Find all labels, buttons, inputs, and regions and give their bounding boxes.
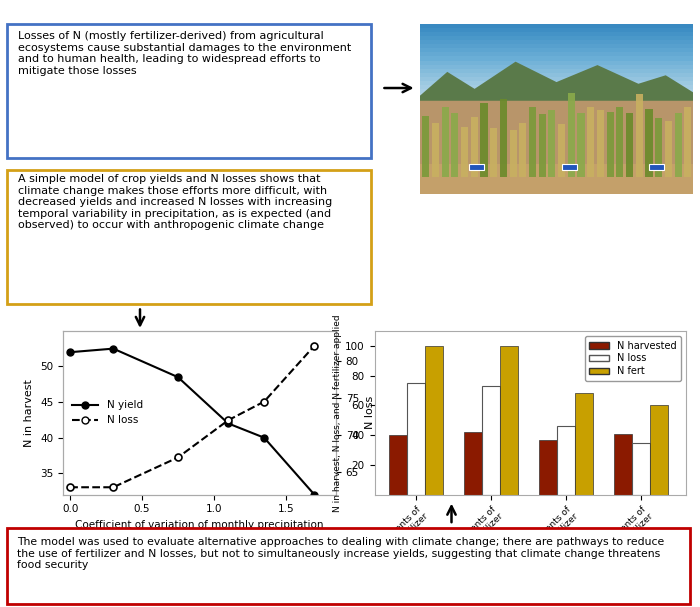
- Bar: [420, 72, 693, 81]
- Bar: [470, 117, 478, 177]
- N yield: [260, 434, 268, 441]
- Bar: [420, 164, 693, 194]
- N loss: [174, 454, 182, 461]
- Bar: [510, 130, 517, 177]
- Bar: [685, 107, 692, 177]
- Bar: [420, 80, 693, 89]
- Bar: [420, 88, 693, 97]
- Bar: [645, 109, 652, 177]
- N yield: [310, 491, 319, 498]
- Bar: [420, 56, 693, 64]
- Text: The model was used to evaluate alternative approaches to dealing with climate ch: The model was used to evaluate alternati…: [18, 537, 664, 571]
- Bar: [420, 96, 693, 194]
- Line: N yield: N yield: [66, 345, 318, 498]
- Bar: [500, 346, 518, 495]
- N yield: [174, 373, 182, 381]
- Bar: [675, 113, 682, 177]
- Bar: [655, 118, 662, 177]
- Polygon shape: [420, 62, 693, 101]
- Bar: [442, 107, 449, 177]
- N loss: [310, 342, 319, 350]
- Bar: [420, 60, 693, 69]
- Bar: [500, 98, 507, 177]
- Bar: [548, 110, 556, 177]
- N loss: [224, 416, 232, 424]
- Y-axis label: N in harvest, N loss, and N fertilizer applied: N in harvest, N loss, and N fertilizer a…: [333, 314, 342, 512]
- Bar: [420, 76, 693, 84]
- N loss: [66, 484, 74, 491]
- Bar: [626, 113, 633, 177]
- Bar: [420, 92, 693, 101]
- Bar: [568, 93, 575, 177]
- Bar: [420, 84, 693, 93]
- N yield: [66, 348, 74, 356]
- N yield: [109, 345, 118, 352]
- Y-axis label: N in harvest: N in harvest: [25, 379, 34, 447]
- Bar: [636, 94, 643, 177]
- Text: Losses of N (mostly fertilizer-derived) from agricultural
ecosystems cause subst: Losses of N (mostly fertilizer-derived) …: [18, 31, 351, 76]
- X-axis label: Coefficient of variation of monthly precipitation: Coefficient of variation of monthly prec…: [76, 520, 323, 530]
- Bar: [562, 164, 577, 171]
- N loss: [260, 398, 268, 405]
- Legend: N harvested, N loss, N fert: N harvested, N loss, N fert: [584, 336, 681, 381]
- Bar: [464, 432, 482, 495]
- Bar: [575, 393, 593, 495]
- Bar: [607, 112, 614, 177]
- Text: A simple model of crop yields and N losses shows that
climate change makes those: A simple model of crop yields and N loss…: [18, 174, 332, 231]
- Bar: [407, 383, 425, 495]
- Bar: [616, 107, 624, 177]
- Bar: [650, 405, 668, 495]
- Bar: [557, 426, 575, 495]
- Bar: [529, 107, 536, 177]
- Bar: [420, 20, 693, 29]
- Bar: [650, 164, 664, 171]
- Bar: [469, 164, 484, 171]
- Bar: [420, 40, 693, 49]
- Bar: [422, 116, 429, 177]
- Bar: [578, 113, 584, 177]
- Bar: [420, 64, 693, 73]
- Bar: [587, 107, 594, 177]
- N loss: [109, 484, 118, 491]
- Bar: [420, 48, 693, 56]
- Bar: [420, 32, 693, 41]
- Bar: [665, 121, 672, 177]
- Bar: [539, 439, 557, 495]
- Bar: [432, 123, 439, 177]
- Bar: [425, 346, 443, 495]
- Line: N loss: N loss: [66, 342, 318, 490]
- Bar: [539, 114, 546, 177]
- Bar: [614, 433, 632, 495]
- Legend: N yield, N loss: N yield, N loss: [68, 396, 147, 430]
- Bar: [389, 435, 407, 495]
- Y-axis label: N loss: N loss: [365, 396, 374, 429]
- Bar: [420, 52, 693, 61]
- Bar: [420, 16, 693, 24]
- Bar: [420, 44, 693, 52]
- Bar: [452, 113, 458, 177]
- Bar: [480, 103, 487, 177]
- Bar: [632, 443, 650, 495]
- Bar: [420, 36, 693, 44]
- N yield: [224, 420, 232, 427]
- Bar: [420, 28, 693, 36]
- Bar: [420, 68, 693, 76]
- Bar: [461, 127, 468, 177]
- Bar: [482, 386, 500, 495]
- Bar: [597, 110, 604, 177]
- Bar: [490, 127, 497, 177]
- Bar: [558, 124, 565, 177]
- Bar: [519, 123, 526, 177]
- Bar: [420, 24, 693, 32]
